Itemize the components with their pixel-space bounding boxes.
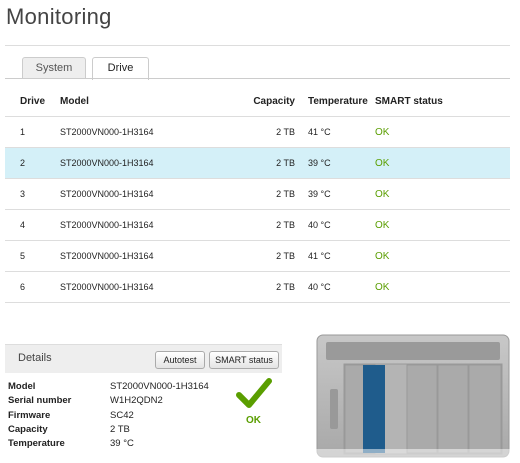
table-cell: 6 [20, 282, 26, 292]
field-value: ST2000VN000-1H3164 [110, 381, 209, 392]
row-rule [5, 271, 510, 272]
table-cell: 39 °C [308, 189, 331, 199]
row-highlight [5, 148, 510, 178]
row-rule [5, 147, 510, 148]
field-label: Firmware [8, 409, 51, 421]
column-header: Model [60, 96, 89, 107]
table-cell: 4 [20, 220, 26, 230]
field-value: W1H2QDN2 [110, 395, 163, 407]
field-value: 2 TB [110, 423, 130, 435]
field-value: SC42 [110, 409, 134, 421]
divider [5, 45, 510, 46]
check-icon [236, 378, 272, 408]
row-rule [5, 209, 510, 210]
table-cell: 2 TB [276, 127, 295, 137]
row-rule [5, 178, 510, 179]
table-cell: 3 [20, 189, 26, 199]
table-cell: 41 °C [308, 127, 331, 137]
tab-baseline [5, 78, 510, 79]
table-cell: 40 °C [308, 220, 331, 230]
details-title: Details [18, 352, 52, 364]
smart-status: OK [375, 251, 390, 262]
column-header: Drive [20, 96, 46, 107]
smart-status: OK [375, 158, 390, 169]
smart-status: OK [375, 127, 390, 138]
table-cell: 5 [20, 251, 26, 261]
field-label: Model [8, 381, 36, 392]
table-cell: 2 TB [276, 251, 295, 261]
row-rule [5, 302, 510, 303]
table-cell: 2 [20, 158, 26, 168]
tab-active[interactable]: Drive [92, 57, 149, 80]
smart-status: OK [375, 189, 390, 200]
table-cell: 2 TB [276, 189, 295, 199]
table-cell: 2 TB [276, 158, 295, 168]
button[interactable]: SMART status [209, 351, 279, 369]
table-cell: 2 TB [276, 220, 295, 230]
smart-status: OK [375, 282, 390, 293]
table-cell: 2 TB [276, 282, 295, 292]
table-cell: ST2000VN000-1H3164 [60, 189, 154, 199]
tab[interactable]: System [22, 57, 86, 79]
table-cell: ST2000VN000-1H3164 [60, 282, 154, 292]
page-title: Monitoring [6, 4, 112, 29]
table-cell: 39 °C [308, 158, 331, 168]
header-rule [5, 116, 510, 117]
table-cell: 1 [20, 127, 26, 137]
column-header: Temperature [308, 96, 368, 107]
button[interactable]: Autotest [155, 351, 205, 369]
field-value: 39 °C [110, 438, 134, 450]
table-cell: ST2000VN000-1H3164 [60, 127, 154, 137]
status-ok: OK [246, 415, 261, 426]
table-cell: 40 °C [308, 282, 331, 292]
column-header: SMART status [375, 96, 443, 107]
table-cell: 41 °C [308, 251, 331, 261]
row-rule [5, 240, 510, 241]
device-image [316, 334, 512, 458]
table-cell: ST2000VN000-1H3164 [60, 158, 154, 168]
field-label: Capacity [8, 423, 48, 435]
smart-status: OK [375, 220, 390, 231]
field-label: Serial number [8, 395, 72, 407]
column-header: Capacity [253, 96, 295, 107]
table-cell: ST2000VN000-1H3164 [60, 220, 154, 230]
table-cell: ST2000VN000-1H3164 [60, 251, 154, 261]
field-label: Temperature [8, 438, 65, 450]
